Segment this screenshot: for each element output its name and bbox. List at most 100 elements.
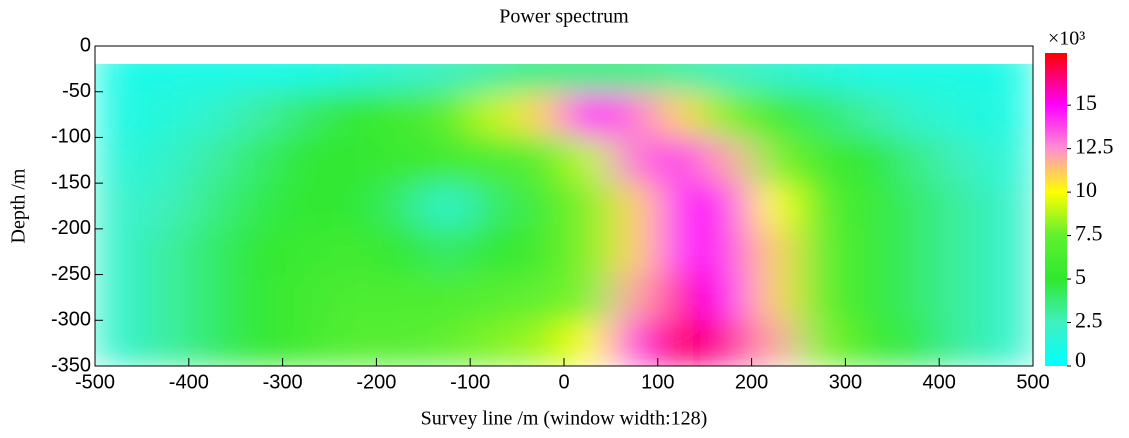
heatmap-cell <box>470 91 518 138</box>
heatmap-cell <box>798 91 846 138</box>
chart-title: Power spectrum <box>499 6 629 28</box>
heatmap-cell <box>751 228 799 276</box>
heatmap-cell <box>329 274 377 321</box>
heatmap-cell <box>95 274 143 321</box>
heatmap-cell <box>517 91 565 138</box>
heatmap-cell <box>986 137 1033 184</box>
heatmap-cell <box>517 228 565 276</box>
heatmap-cell <box>704 137 753 184</box>
heatmap-cell <box>188 320 237 366</box>
colorbar-tick-label: 15 <box>1075 90 1097 115</box>
heatmap-cell <box>141 183 190 230</box>
heatmap-cell <box>141 228 190 276</box>
heatmap-cell <box>235 91 284 138</box>
heatmap-cell <box>188 274 237 321</box>
heatmap-cell <box>986 183 1033 230</box>
heatmap-cell <box>235 320 284 366</box>
heatmap-cell <box>939 228 987 276</box>
heatmap-cell <box>376 228 424 276</box>
colorbar-tick-label: 5 <box>1075 264 1086 289</box>
heatmap-cell <box>141 320 190 366</box>
heatmap-cell <box>470 274 518 321</box>
heatmap-cell <box>95 320 143 366</box>
heatmap-cell <box>376 91 424 138</box>
heatmap-cell <box>845 228 893 276</box>
heatmap-cell <box>95 183 143 230</box>
heatmap-cell <box>517 320 565 366</box>
heatmap-cell <box>423 320 471 366</box>
heatmap-cell <box>235 183 284 230</box>
y-tick-label: -200 <box>51 217 91 239</box>
colorbar-label: ×10³ <box>1048 28 1085 50</box>
heatmap-cell <box>329 183 377 230</box>
heatmap-cell <box>95 228 143 276</box>
heatmap-cell <box>610 137 659 184</box>
heatmap-cell <box>939 137 987 184</box>
colorbar-tick-label: 7.5 <box>1075 221 1103 246</box>
colorbar-tick-label: 10 <box>1075 177 1097 202</box>
heatmap-cell <box>423 274 471 321</box>
heatmap-cell <box>564 320 612 366</box>
x-tick-label: -300 <box>263 371 303 393</box>
heatmap-cell <box>235 228 284 276</box>
y-axis-title: Depth /m <box>8 168 30 243</box>
colorbar-tick-label: 0 <box>1075 347 1086 372</box>
x-tick-label: 0 <box>558 371 569 393</box>
heatmap-cell <box>188 137 237 184</box>
heatmap-cell <box>517 183 565 230</box>
heatmap-cell <box>610 274 659 321</box>
heatmap-cell <box>751 320 799 366</box>
heatmap-cell <box>470 320 518 366</box>
no-data-band <box>95 46 1033 64</box>
heatmap-cell <box>892 228 940 276</box>
heatmap-cell <box>141 137 190 184</box>
x-tick-label: 200 <box>735 371 768 393</box>
heatmap-cell <box>282 228 330 276</box>
y-tick-label: -300 <box>51 309 91 331</box>
colorbar-tick-label: 12.5 <box>1075 134 1114 159</box>
heatmap-cell <box>751 274 799 321</box>
heatmap-cell <box>986 320 1033 366</box>
heatmap-cell <box>329 91 377 138</box>
heatmap-cell <box>751 183 799 230</box>
heatmap-cell <box>235 274 284 321</box>
heatmap-cell <box>376 137 424 184</box>
heatmap-cell <box>939 183 987 230</box>
heatmap-cell <box>423 228 471 276</box>
heatmap-cell <box>470 137 518 184</box>
heatmap-cell <box>657 228 706 276</box>
heatmap-cell <box>329 228 377 276</box>
heatmap-cell <box>376 183 424 230</box>
heatmap-cell <box>564 228 612 276</box>
heatmap-cell <box>282 183 330 230</box>
heatmap-cell <box>470 228 518 276</box>
heatmap-cell <box>376 320 424 366</box>
heatmap-cell <box>141 91 190 138</box>
heatmap-cell <box>95 91 143 138</box>
heatmap-cell <box>845 183 893 230</box>
heatmap-cell <box>188 228 237 276</box>
heatmap-cell <box>798 320 846 366</box>
heatmap-cell <box>329 320 377 366</box>
heatmap-cell <box>939 274 987 321</box>
heatmap-cell <box>657 320 706 366</box>
heatmap-cell <box>657 91 706 138</box>
heatmap-cell <box>564 137 612 184</box>
heatmap-cell <box>423 183 471 230</box>
y-tick-label: -100 <box>51 126 91 148</box>
heatmap-cell <box>610 320 659 366</box>
heatmap-cell <box>329 137 377 184</box>
heatmap-cell <box>939 320 987 366</box>
heatmap-cell <box>704 274 753 321</box>
heatmap-cell <box>704 91 753 138</box>
heatmap-cell <box>751 137 799 184</box>
x-tick-label: -400 <box>169 371 209 393</box>
y-tick-label: -350 <box>51 354 91 376</box>
heatmap-cell <box>845 91 893 138</box>
heatmap-cell <box>282 320 330 366</box>
heatmap-cell <box>376 274 424 321</box>
heatmap-cell <box>423 137 471 184</box>
heatmap-cell <box>892 320 940 366</box>
heatmap-cell <box>282 137 330 184</box>
heatmap-cell <box>564 183 612 230</box>
